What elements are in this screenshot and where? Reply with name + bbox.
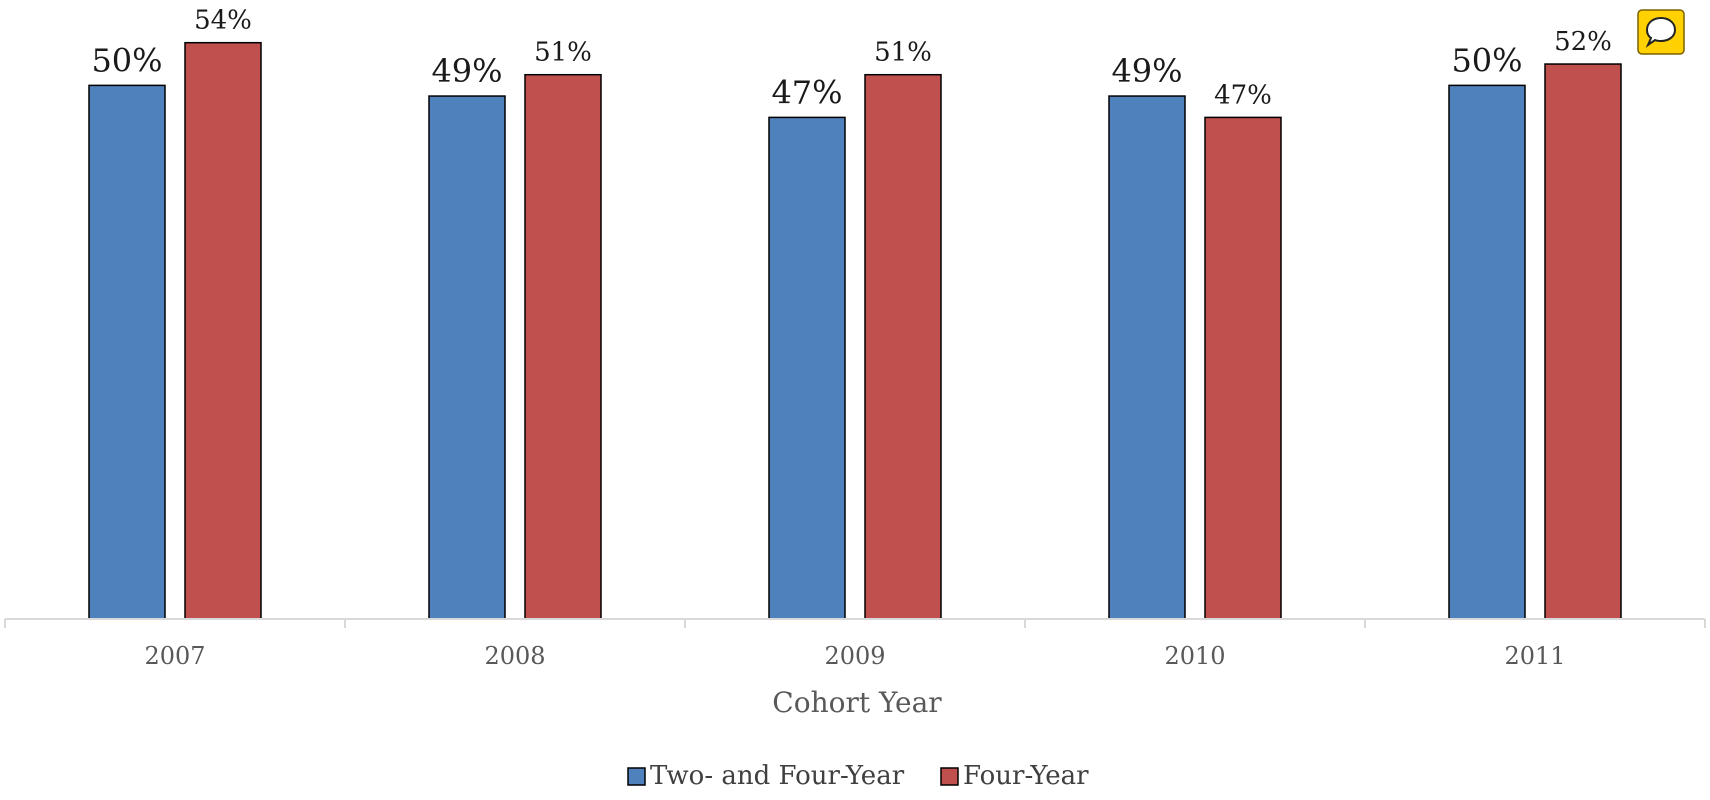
comment-button[interactable] [1637, 9, 1685, 55]
data-label-series1-2010: 49% [1111, 52, 1182, 90]
legend-label-series2: Four-Year [963, 761, 1089, 791]
bar-series1-2007 [88, 84, 166, 620]
bar-series2-2010 [1204, 116, 1282, 620]
bars-layer [88, 41, 1622, 620]
data-label-series1-2009: 47% [771, 73, 842, 111]
data-label-series2-2007: 54% [194, 6, 252, 36]
data-label-series1-2007: 50% [91, 41, 162, 79]
bar-series2-2007 [184, 41, 262, 620]
bar-series1-2008 [428, 95, 506, 620]
data-label-series2-2010: 47% [1214, 80, 1272, 110]
x-axis-ticks [4, 619, 1706, 628]
data-label-series2-2009: 51% [874, 38, 932, 68]
x-axis-title: Cohort Year [772, 686, 942, 719]
bar-series1-2009 [768, 116, 846, 620]
data-label-series2-2008: 51% [534, 38, 592, 68]
legend-swatch-series1 [627, 767, 646, 786]
data-label-series1-2008: 49% [431, 52, 502, 90]
legend-label-series1: Two- and Four-Year [650, 761, 905, 791]
x-tick-label-2008: 2008 [484, 642, 545, 670]
data-label-series2-2011: 52% [1554, 27, 1612, 57]
bar-series2-2011 [1544, 63, 1622, 620]
bar-series1-2010 [1108, 95, 1186, 620]
x-tick-label-2011: 2011 [1504, 642, 1565, 670]
x-tick-label-2010: 2010 [1164, 642, 1225, 670]
x-tick-label-2007: 2007 [144, 642, 205, 670]
legend-swatch-series2 [940, 767, 959, 786]
data-labels-layer: 50% 54% 49% 51% 47% 51% 49% 47% 50% 52% [91, 6, 1611, 112]
bar-series2-2008 [524, 73, 602, 620]
legend: Two- and Four-Year Four-Year [627, 761, 1089, 791]
data-label-series1-2011: 50% [1451, 41, 1522, 79]
x-axis-tick-labels: 2007 2008 2009 2010 2011 [144, 642, 1565, 670]
bar-series2-2009 [864, 73, 942, 620]
speech-bubble-outline [1645, 16, 1677, 48]
bar-series1-2011 [1448, 84, 1526, 620]
x-tick-label-2009: 2009 [824, 642, 885, 670]
legend-item-series2: Four-Year [940, 761, 1089, 791]
legend-item-series1: Two- and Four-Year [627, 761, 905, 791]
